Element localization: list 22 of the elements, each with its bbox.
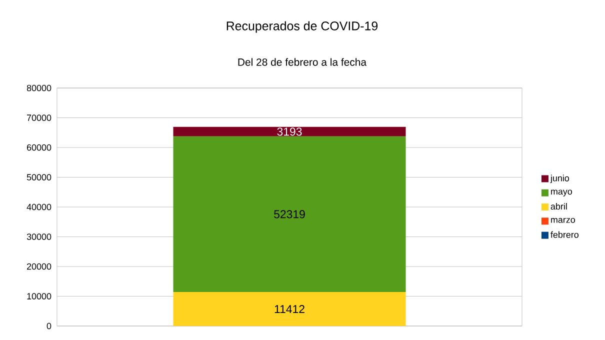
legend-label: junio <box>550 174 570 184</box>
bar <box>173 126 406 136</box>
chart-title: Recuperados de COVID-19 <box>226 21 378 33</box>
bar <box>173 136 406 292</box>
y-tick-label: 50000 <box>26 174 52 180</box>
y-tick-label: 40000 <box>26 204 52 210</box>
legend-label: abril <box>550 203 567 210</box>
legend-label: marzo <box>551 218 575 223</box>
data-label: 3193 <box>277 128 302 136</box>
y-tick-label: 0 <box>46 322 52 330</box>
y-tick-label: 80000 <box>26 84 52 92</box>
data-label: 52319 <box>274 210 305 218</box>
bar <box>173 292 406 326</box>
legend-label: febrero <box>550 231 578 238</box>
y-tick-label: 30000 <box>26 234 52 240</box>
chart-subtitle: Del 28 de febrero a la fecha <box>238 58 367 66</box>
data-label: 11412 <box>274 305 304 314</box>
y-tick-label: 20000 <box>27 263 52 270</box>
y-tick-label: 60000 <box>27 144 52 151</box>
y-tick-label: 70000 <box>27 114 52 121</box>
legend-label: mayo <box>551 190 572 196</box>
y-tick-label: 10000 <box>27 293 52 300</box>
